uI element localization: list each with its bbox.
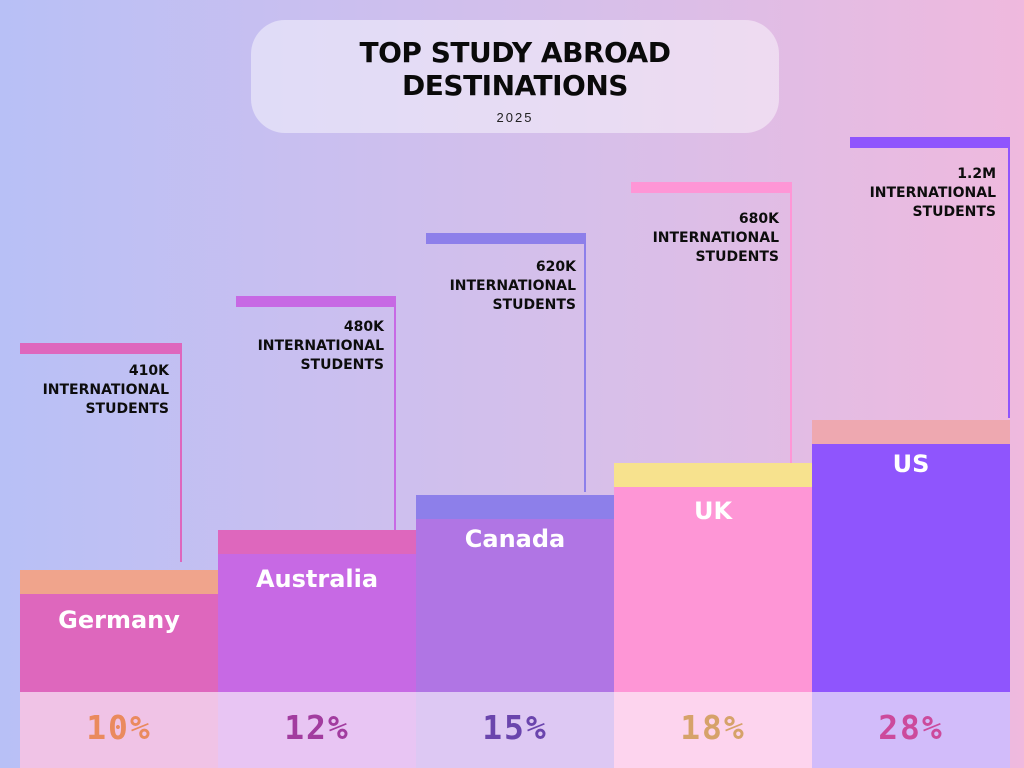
annotation-label-us: 1.2M INTERNATIONAL STUDENTS (869, 166, 996, 220)
title-card: TOP STUDY ABROAD DESTINATIONS 2025 (251, 20, 779, 133)
pct-cell-canada: 15% (416, 692, 614, 768)
annotation-label-germany: 410K INTERNATIONAL STUDENTS (42, 363, 169, 417)
bar-us: US (812, 420, 1010, 692)
bar-cap-australia (218, 530, 416, 554)
bar-body-canada (416, 519, 614, 692)
pct-cell-us: 28% (812, 692, 1010, 768)
bar-cap-germany (20, 570, 218, 594)
bar-cap-canada (416, 495, 614, 519)
annotation-connector-germany (180, 343, 182, 562)
student-count: 1.2M (957, 166, 996, 182)
annotation-connector-australia (394, 296, 396, 530)
country-label: UK (693, 497, 733, 525)
bar-body-germany (20, 594, 218, 692)
student-count: 620K (535, 259, 576, 275)
annotation-bar-australia (236, 296, 396, 307)
percentage-value: 18% (680, 708, 746, 747)
student-count: 480K (343, 319, 384, 335)
title-line-2: DESTINATIONS (402, 69, 628, 102)
percentage-value: 28% (878, 708, 944, 747)
bar-cap-uk (614, 463, 812, 487)
annotation-label-canada: 620K INTERNATIONAL STUDENTS (449, 259, 576, 313)
annotation-bar-germany (20, 343, 182, 354)
bar-body-uk (614, 487, 812, 692)
annotation-label-australia: 480K INTERNATIONAL STUDENTS (257, 319, 384, 373)
title-line-1: TOP STUDY ABROAD (359, 36, 671, 69)
student-count: 680K (738, 211, 779, 227)
pct-cell-australia: 12% (218, 692, 416, 768)
bar-uk: UK (614, 463, 812, 692)
bar-body-australia (218, 554, 416, 692)
annotation-connector-us (1008, 137, 1010, 418)
annotation-bar-uk (631, 182, 791, 193)
annotation-bar-canada (426, 233, 586, 244)
pct-cell-germany: 10% (20, 692, 218, 768)
pct-cell-uk: 18% (614, 692, 812, 768)
annotation-label-uk: 680K INTERNATIONAL STUDENTS (652, 211, 779, 265)
bar-canada: Canada (416, 495, 614, 692)
bar-australia: Australia (218, 530, 416, 692)
annotation-connector-uk (790, 182, 792, 463)
annotation-bar-us (850, 137, 1010, 148)
country-label: Australia (255, 565, 379, 593)
percentage-value: 15% (482, 708, 548, 747)
chart-title: TOP STUDY ABROAD DESTINATIONS (251, 36, 779, 102)
annotation-connector-canada (584, 233, 586, 492)
country-label: Canada (464, 525, 566, 553)
bar-cap-us (812, 420, 1010, 444)
bar-body-us (812, 444, 1010, 692)
percentage-value: 12% (284, 708, 350, 747)
percentage-value: 10% (86, 708, 152, 747)
country-label: Germany (58, 606, 180, 634)
bar-germany: Germany (20, 570, 218, 692)
country-label: US (892, 450, 930, 478)
chart-subtitle: 2025 (496, 110, 534, 125)
student-count: 410K (128, 363, 169, 379)
